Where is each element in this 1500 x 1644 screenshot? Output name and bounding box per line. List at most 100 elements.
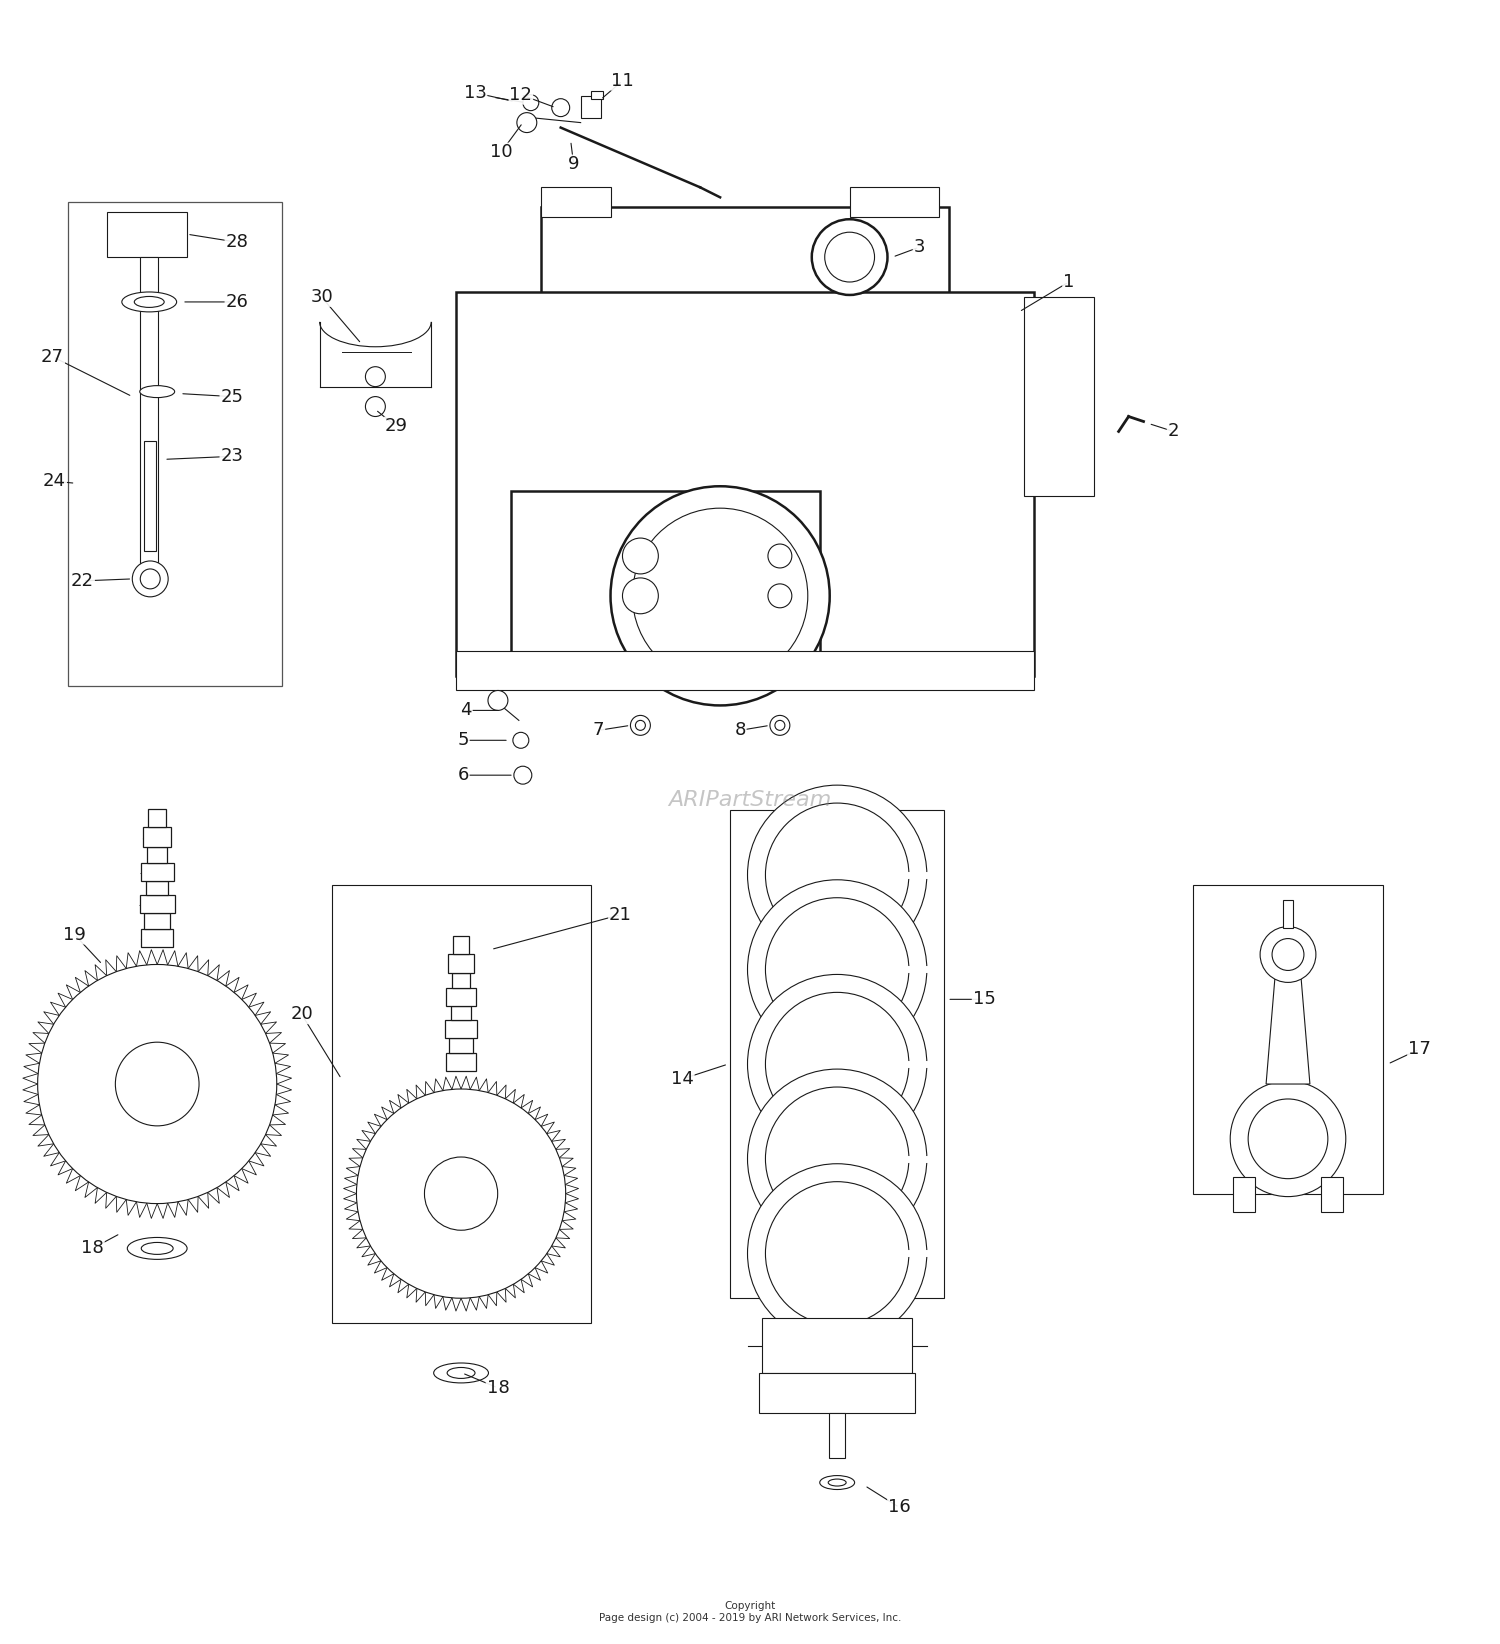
Text: 20: 20 bbox=[291, 1004, 314, 1023]
Text: 26: 26 bbox=[225, 293, 249, 311]
Circle shape bbox=[1230, 1082, 1346, 1197]
Text: 5: 5 bbox=[458, 732, 470, 750]
Circle shape bbox=[366, 396, 386, 416]
Bar bbox=[144, 827, 171, 847]
Bar bbox=[453, 935, 470, 954]
Bar bbox=[332, 884, 591, 1323]
Bar bbox=[1233, 1177, 1256, 1212]
Ellipse shape bbox=[135, 296, 164, 307]
Bar bbox=[830, 1412, 844, 1458]
Text: 29: 29 bbox=[386, 418, 408, 436]
Bar bbox=[144, 442, 156, 551]
Text: 24: 24 bbox=[44, 472, 66, 490]
Bar bbox=[146, 881, 168, 894]
Text: 17: 17 bbox=[1408, 1041, 1431, 1059]
Circle shape bbox=[524, 95, 538, 110]
Bar bbox=[1322, 1177, 1342, 1212]
Text: 21: 21 bbox=[609, 906, 631, 924]
Bar bbox=[144, 912, 170, 929]
Circle shape bbox=[768, 544, 792, 567]
Text: 13: 13 bbox=[464, 84, 486, 102]
Circle shape bbox=[610, 487, 830, 705]
Bar bbox=[1282, 899, 1293, 927]
Circle shape bbox=[776, 720, 784, 730]
Circle shape bbox=[1272, 939, 1304, 970]
Bar bbox=[759, 1373, 915, 1412]
Text: 3: 3 bbox=[914, 238, 926, 256]
Circle shape bbox=[765, 802, 909, 947]
Text: 18: 18 bbox=[81, 1240, 104, 1258]
Circle shape bbox=[747, 1069, 927, 1248]
Text: 1: 1 bbox=[1064, 273, 1074, 291]
Circle shape bbox=[424, 1157, 498, 1230]
Bar bbox=[1024, 298, 1094, 496]
Bar bbox=[446, 1054, 476, 1072]
Bar bbox=[542, 207, 950, 298]
Bar bbox=[108, 212, 188, 256]
Circle shape bbox=[514, 766, 532, 784]
Circle shape bbox=[518, 113, 537, 133]
Text: Copyright
Page design (c) 2004 - 2019 by ARI Network Services, Inc.: Copyright Page design (c) 2004 - 2019 by… bbox=[598, 1601, 902, 1623]
Ellipse shape bbox=[828, 1480, 846, 1486]
Circle shape bbox=[636, 720, 645, 730]
Text: 19: 19 bbox=[63, 926, 86, 944]
Text: 14: 14 bbox=[670, 1070, 693, 1088]
Text: 27: 27 bbox=[40, 349, 64, 365]
Circle shape bbox=[357, 1088, 566, 1299]
Bar bbox=[448, 954, 474, 973]
Text: 8: 8 bbox=[735, 722, 746, 740]
Circle shape bbox=[141, 569, 160, 589]
Ellipse shape bbox=[128, 1238, 188, 1259]
Circle shape bbox=[633, 508, 809, 684]
Circle shape bbox=[768, 584, 792, 608]
Circle shape bbox=[622, 579, 658, 613]
Bar bbox=[542, 187, 610, 217]
Circle shape bbox=[1260, 927, 1316, 983]
Bar bbox=[1194, 884, 1383, 1194]
Text: 23: 23 bbox=[220, 447, 243, 465]
Bar bbox=[580, 95, 600, 118]
Text: 28: 28 bbox=[225, 233, 249, 252]
Polygon shape bbox=[1266, 965, 1310, 1083]
Circle shape bbox=[513, 732, 529, 748]
Text: 12: 12 bbox=[510, 85, 532, 104]
Circle shape bbox=[116, 1042, 200, 1126]
Ellipse shape bbox=[141, 1243, 172, 1254]
Text: 4: 4 bbox=[460, 702, 472, 720]
Text: 10: 10 bbox=[489, 143, 512, 161]
Circle shape bbox=[765, 1087, 909, 1230]
Bar bbox=[446, 1021, 477, 1039]
Bar bbox=[446, 988, 476, 1006]
Text: 22: 22 bbox=[70, 572, 94, 590]
Text: 11: 11 bbox=[610, 72, 634, 90]
Circle shape bbox=[488, 690, 508, 710]
Text: 16: 16 bbox=[888, 1498, 910, 1516]
Circle shape bbox=[38, 965, 278, 1203]
Text: 18: 18 bbox=[486, 1379, 510, 1397]
Bar bbox=[140, 894, 174, 912]
Bar bbox=[68, 202, 282, 686]
Ellipse shape bbox=[122, 293, 177, 312]
Ellipse shape bbox=[447, 1368, 476, 1378]
Ellipse shape bbox=[819, 1476, 855, 1489]
Circle shape bbox=[552, 99, 570, 117]
Bar bbox=[849, 187, 939, 217]
Bar bbox=[762, 1318, 912, 1373]
Circle shape bbox=[747, 975, 927, 1154]
Circle shape bbox=[1248, 1098, 1328, 1179]
Text: 7: 7 bbox=[592, 722, 604, 740]
Circle shape bbox=[770, 715, 790, 735]
Bar bbox=[141, 929, 172, 947]
Bar bbox=[452, 973, 470, 988]
Bar bbox=[147, 847, 166, 863]
Circle shape bbox=[132, 561, 168, 597]
Bar bbox=[448, 1039, 472, 1054]
Circle shape bbox=[765, 898, 909, 1041]
Ellipse shape bbox=[140, 386, 174, 398]
Bar bbox=[512, 492, 819, 676]
Circle shape bbox=[747, 786, 927, 965]
Text: 9: 9 bbox=[568, 156, 579, 174]
Bar bbox=[456, 293, 1034, 676]
Bar bbox=[141, 863, 174, 881]
Text: 2: 2 bbox=[1167, 423, 1179, 441]
